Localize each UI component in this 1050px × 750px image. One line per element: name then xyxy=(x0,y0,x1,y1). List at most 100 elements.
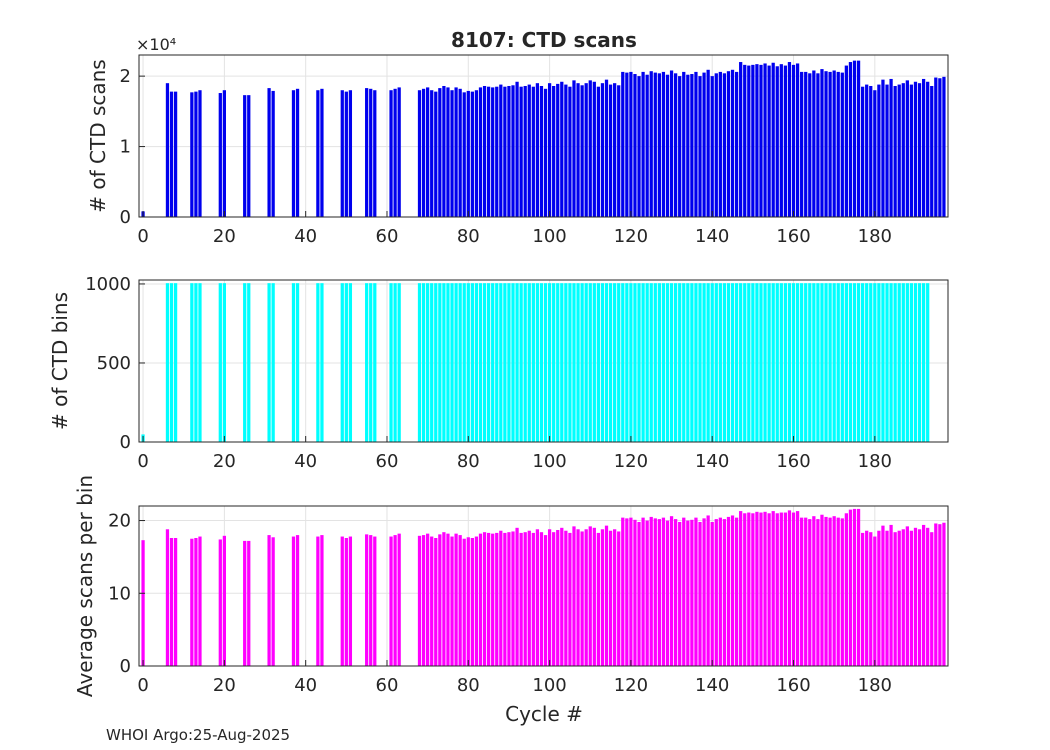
average-bar xyxy=(592,527,596,666)
bins-bar xyxy=(889,283,893,442)
bins-bar xyxy=(438,283,442,442)
footer-credit: WHOI Argo:25-Aug-2025 xyxy=(106,726,290,744)
average-bar xyxy=(495,532,499,666)
scans-bar xyxy=(637,76,641,217)
bins-bar xyxy=(824,283,828,442)
average-bar xyxy=(397,533,401,666)
scans-bar xyxy=(816,73,820,217)
scans-bar xyxy=(267,88,271,218)
bins-bar xyxy=(543,283,548,442)
average-bar xyxy=(690,519,694,666)
bins-bar xyxy=(588,283,592,442)
scans-bar xyxy=(808,73,812,217)
scans-bar xyxy=(271,90,275,217)
bins-bar xyxy=(913,283,918,442)
scans-bar xyxy=(243,95,247,217)
bins-bar xyxy=(873,283,877,442)
scans-bar xyxy=(393,88,397,218)
scans-bar xyxy=(771,62,775,217)
scans-bar xyxy=(755,64,759,217)
bins-x-tick-label: 160 xyxy=(776,451,810,472)
average-bar xyxy=(889,524,893,666)
bins-bar xyxy=(698,283,702,442)
average-bar xyxy=(320,535,324,666)
average-bar xyxy=(909,530,914,666)
bins-bar xyxy=(243,283,247,442)
average-x-tick-label: 20 xyxy=(213,675,236,696)
bins-bar xyxy=(820,283,824,442)
bins-bar xyxy=(511,283,515,442)
scans-bar xyxy=(942,76,946,218)
average-bar xyxy=(771,511,775,666)
average-bar xyxy=(812,516,816,666)
bins-bar xyxy=(600,283,605,442)
bins-bar xyxy=(665,283,670,442)
average-x-tick-label: 0 xyxy=(137,675,148,696)
bins-bar xyxy=(596,283,601,442)
bins-bar xyxy=(190,283,194,442)
bins-bar xyxy=(767,283,771,442)
scans-bar xyxy=(881,79,885,217)
bins-bar xyxy=(848,283,853,442)
scans-bar xyxy=(787,62,792,217)
scans-bar xyxy=(564,84,568,217)
bins-bar xyxy=(454,283,458,442)
average-bar xyxy=(247,540,251,666)
bins-bar xyxy=(584,283,588,442)
scans-bar xyxy=(913,81,918,217)
scans-bar xyxy=(800,71,804,217)
average-bar xyxy=(759,512,763,666)
bins-bar xyxy=(881,283,885,442)
scans-bar xyxy=(430,90,434,217)
scans-bar xyxy=(804,71,808,217)
bins-bar xyxy=(527,283,531,442)
scans-bar xyxy=(568,86,572,218)
scans-y-tick-label: 0 xyxy=(120,207,131,228)
scans-x-tick-label: 140 xyxy=(695,226,729,247)
bins-bar xyxy=(295,283,300,442)
average-bar xyxy=(194,538,198,666)
average-bar xyxy=(450,536,454,666)
average-bar xyxy=(751,513,755,666)
average-bar xyxy=(568,532,572,666)
bins-bar xyxy=(861,283,865,442)
average-bar xyxy=(438,534,442,666)
average-bar xyxy=(267,535,271,666)
average-bar xyxy=(466,537,470,666)
scans-bar xyxy=(669,70,674,217)
scans-bar xyxy=(889,78,893,218)
bins-bar xyxy=(771,283,775,442)
bins-bar xyxy=(417,283,422,442)
scans-bar xyxy=(930,85,934,217)
scans-bar xyxy=(848,62,853,217)
average-x-tick-label: 140 xyxy=(695,675,729,696)
bins-bar xyxy=(901,283,905,442)
bins-bar xyxy=(734,283,739,442)
scans-bar xyxy=(535,83,540,217)
bins-bar xyxy=(564,283,568,442)
scans-bar xyxy=(539,85,544,217)
bins-x-tick-label: 120 xyxy=(614,451,648,472)
average-bar xyxy=(734,517,739,666)
average-bar xyxy=(515,527,519,666)
bins-bar xyxy=(393,283,397,442)
bins-y-tick-label: 500 xyxy=(97,353,131,374)
bins-bar xyxy=(726,283,731,442)
scans-bar xyxy=(474,90,479,217)
bins-bar xyxy=(690,283,694,442)
bins-bar xyxy=(791,283,796,442)
bins-bar xyxy=(856,283,861,442)
bins-y-axis-label: # of CTD bins xyxy=(48,292,72,430)
scans-bar xyxy=(519,86,523,218)
scans-bar xyxy=(340,90,344,217)
scans-x-tick-label: 80 xyxy=(457,226,480,247)
average-bar xyxy=(739,511,743,666)
average-bar xyxy=(633,519,637,666)
average-bar xyxy=(169,538,174,666)
average-bar xyxy=(665,520,670,666)
scans-bar xyxy=(938,78,942,218)
scans-x-tick-label: 60 xyxy=(376,226,399,247)
bins-bar xyxy=(828,283,832,442)
average-bar xyxy=(779,512,783,666)
scans-bar xyxy=(926,81,930,217)
